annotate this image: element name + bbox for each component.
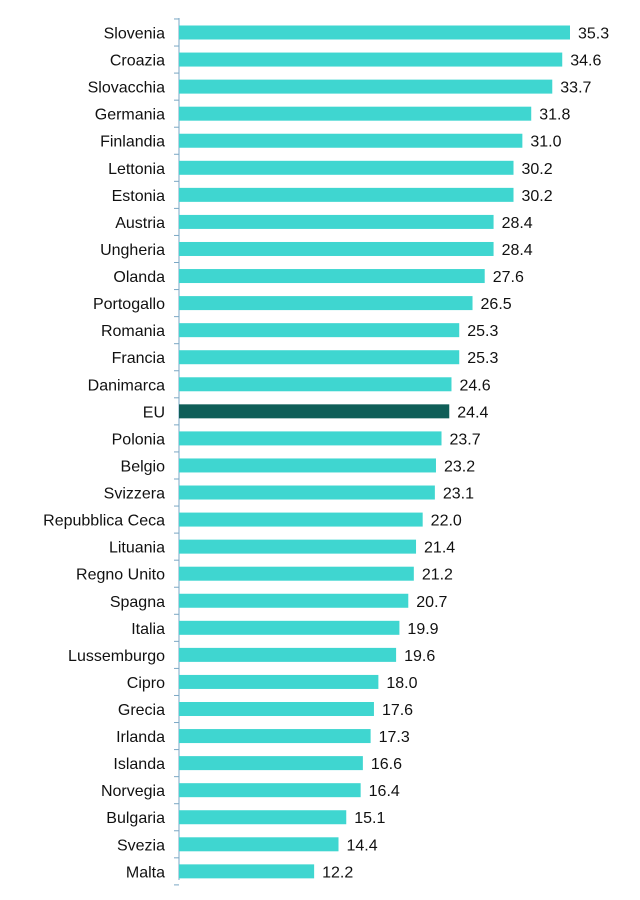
bar-lussemburgo [179, 647, 397, 662]
bar-bulgaria [179, 810, 347, 825]
category-label: Regno Unito [76, 567, 165, 584]
category-label: Portogallo [93, 296, 165, 313]
category-label: Lituania [109, 540, 165, 557]
bar-slovenia [179, 25, 570, 40]
value-label: 25.3 [467, 350, 498, 367]
category-label: Malta [126, 864, 165, 881]
category-label: Austria [115, 215, 165, 232]
value-label: 12.2 [322, 864, 353, 881]
category-label: Islanda [113, 756, 165, 773]
bar-repubblica-ceca [179, 512, 423, 527]
category-label: Estonia [112, 188, 165, 205]
value-label: 17.3 [379, 729, 410, 746]
value-label: 17.6 [382, 702, 413, 719]
bar-grecia [179, 702, 374, 716]
value-label: 19.6 [404, 648, 435, 665]
value-label: 33.7 [560, 80, 591, 97]
value-label: 30.2 [522, 161, 553, 178]
value-label: 31.0 [530, 134, 561, 151]
value-label: 20.7 [416, 594, 447, 611]
bar-cipro [179, 674, 379, 689]
bar-eu [179, 404, 450, 419]
value-label: 23.7 [450, 431, 481, 448]
category-label: Repubblica Ceca [43, 513, 165, 530]
bar-germania [179, 106, 532, 121]
category-label: Germania [95, 107, 165, 124]
category-label: Svezia [117, 837, 165, 854]
bar-belgio [179, 458, 436, 473]
value-label: 23.1 [443, 486, 474, 503]
category-label: Ungheria [100, 242, 165, 259]
bar-finlandia [179, 133, 523, 148]
bar-polonia [179, 431, 442, 446]
value-label: 24.4 [457, 404, 488, 421]
category-label: Irlanda [116, 729, 165, 746]
value-label: 16.6 [371, 756, 402, 773]
value-label: 28.4 [502, 215, 533, 232]
category-label: EU [143, 404, 165, 421]
category-label: Croazia [110, 53, 165, 70]
bar-olanda [179, 269, 485, 284]
category-label: Norvegia [101, 783, 165, 800]
bar-danimarca [179, 377, 452, 392]
bar-italia [179, 620, 400, 635]
value-label: 31.8 [539, 107, 570, 124]
category-label: Belgio [121, 458, 166, 475]
category-label: Slovenia [104, 26, 165, 43]
category-label: Lussemburgo [68, 648, 165, 665]
bar-ungheria [179, 241, 494, 256]
bar-svizzera [179, 485, 435, 500]
category-label: Romania [101, 323, 165, 340]
bar-slovacchia [179, 79, 553, 94]
bar-irlanda [179, 729, 371, 744]
bar-islanda [179, 756, 363, 771]
value-label: 28.4 [502, 242, 533, 259]
category-label: Olanda [113, 269, 165, 286]
value-label: 24.6 [459, 377, 490, 394]
value-label: 21.4 [424, 540, 455, 557]
bar-romania [179, 323, 460, 338]
category-label: Cipro [127, 675, 165, 692]
bar-spagna [179, 593, 409, 608]
bar-malta [179, 864, 315, 879]
category-label: Slovacchia [88, 80, 165, 97]
value-label: 27.6 [493, 269, 524, 286]
category-label: Italia [131, 621, 165, 638]
value-label: 22.0 [431, 513, 462, 530]
bar-francia [179, 350, 460, 365]
bar-norvegia [179, 783, 361, 798]
bar-svezia [179, 837, 339, 852]
category-label: Finlandia [100, 134, 165, 151]
bar-regno-unito [179, 566, 414, 581]
category-label: Polonia [112, 431, 165, 448]
category-label: Svizzera [104, 486, 165, 503]
value-label: 25.3 [467, 323, 498, 340]
category-label: Francia [112, 350, 165, 367]
category-label: Lettonia [108, 161, 165, 178]
bar-croazia [179, 52, 563, 67]
value-label: 21.2 [422, 567, 453, 584]
category-label: Grecia [118, 702, 165, 719]
value-label: 19.9 [407, 621, 438, 638]
value-label: 26.5 [481, 296, 512, 313]
value-label: 30.2 [522, 188, 553, 205]
bar-lituania [179, 539, 417, 554]
bar-portogallo [179, 296, 473, 311]
bar-lettonia [179, 160, 514, 175]
category-label: Bulgaria [106, 810, 165, 827]
value-label: 18.0 [386, 675, 417, 692]
value-label: 35.3 [578, 26, 609, 43]
value-label: 16.4 [369, 783, 400, 800]
bar-estonia [179, 187, 514, 202]
value-label: 34.6 [570, 53, 601, 70]
value-label: 15.1 [354, 810, 385, 827]
value-label: 23.2 [444, 458, 475, 475]
category-label: Spagna [110, 594, 165, 611]
category-label: Danimarca [88, 377, 165, 394]
bar-austria [179, 214, 494, 229]
value-label: 14.4 [347, 837, 378, 854]
